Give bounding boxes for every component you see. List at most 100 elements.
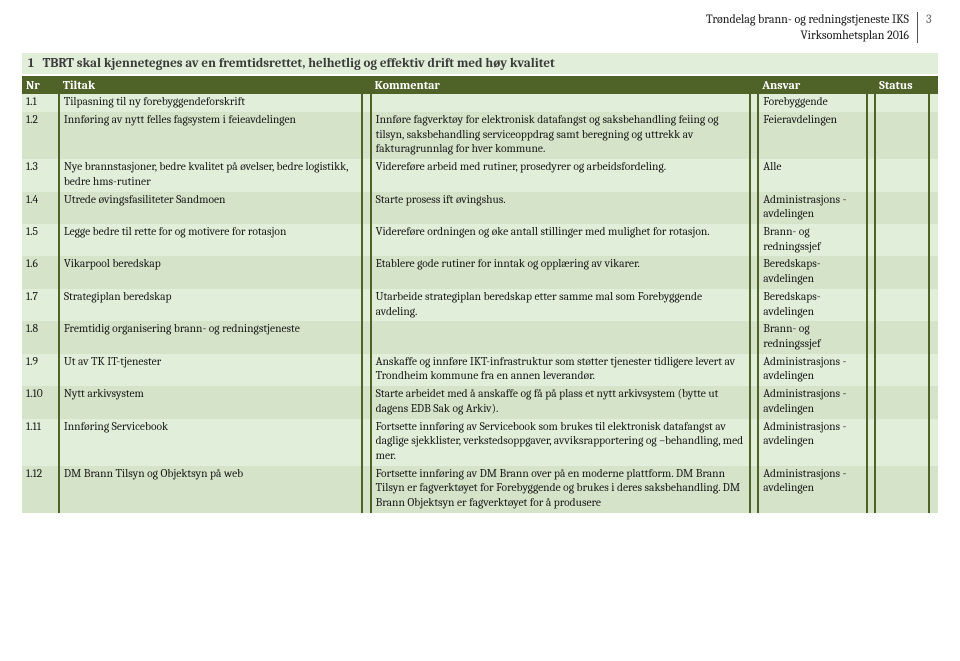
table-row: 1.4Utrede øvingsfasiliteter SandmoenStar… (22, 192, 938, 224)
cell-nr: 1.2 (22, 112, 59, 159)
cell-kommentar: Videreføre ordningen og øke antall still… (371, 224, 750, 256)
cell-gap (929, 289, 938, 321)
cell-kommentar: Starte arbeidet med å anskaffe og få på … (371, 386, 750, 418)
col-gap (362, 76, 371, 94)
cell-gap (362, 419, 371, 466)
cell-ansvar: Brann- og redningssjef (758, 321, 866, 353)
cell-status (875, 256, 929, 288)
cell-ansvar: Feieravdelingen (758, 112, 866, 159)
cell-kommentar: Anskaffe og innføre IKT-infrastruktur so… (371, 354, 750, 386)
cell-gap (867, 321, 876, 353)
cell-ansvar: Administrasjons -avdelingen (758, 354, 866, 386)
table-row: 1.9Ut av TK IT-tjenester Anskaffe og innf… (22, 354, 938, 386)
cell-gap (362, 94, 371, 112)
page-header: Trøndelag brann- og redningstjeneste IKS… (22, 12, 938, 43)
cell-tiltak: DM Brann Tilsyn og Objektsyn på web (59, 466, 362, 513)
cell-status (875, 289, 929, 321)
table-row: 1.2Innføring av nytt felles fagsystem i … (22, 112, 938, 159)
cell-status (875, 192, 929, 224)
table-row: 1.6Vikarpool beredskapEtablere gode ruti… (22, 256, 938, 288)
table-row: 1.5Legge bedre til rette for og motivere… (22, 224, 938, 256)
col-gap (929, 76, 938, 94)
section-title: 1 TBRT skal kjennetegnes av en fremtidsr… (22, 53, 938, 74)
cell-ansvar: Administrasjons -avdelingen (758, 419, 866, 466)
cell-ansvar: Beredskaps- avdelingen (758, 256, 866, 288)
cell-gap (750, 112, 759, 159)
cell-gap (362, 386, 371, 418)
cell-gap (867, 256, 876, 288)
cell-status (875, 419, 929, 466)
cell-gap (362, 224, 371, 256)
cell-tiltak: Vikarpool beredskap (59, 256, 362, 288)
cell-ansvar: Brann- og redningssjef (758, 224, 866, 256)
org-name: Trøndelag brann- og redningstjeneste IKS (22, 12, 909, 28)
cell-tiltak: Fremtidig organisering brann- og redning… (59, 321, 362, 353)
cell-gap (750, 94, 759, 112)
cell-tiltak: Utrede øvingsfasiliteter Sandmoen (59, 192, 362, 224)
cell-status (875, 94, 929, 112)
cell-ansvar: Administrasjons -avdelingen (758, 386, 866, 418)
header-text: Trøndelag brann- og redningstjeneste IKS… (22, 12, 918, 43)
cell-gap (750, 321, 759, 353)
cell-ansvar: Alle (758, 159, 866, 191)
cell-kommentar (371, 321, 750, 353)
table-row: 1.12DM Brann Tilsyn og Objektsyn på webF… (22, 466, 938, 513)
cell-gap (867, 94, 876, 112)
cell-status (875, 466, 929, 513)
cell-kommentar: Etablere gode rutiner for inntak og oppl… (371, 256, 750, 288)
cell-status (875, 386, 929, 418)
cell-status (875, 224, 929, 256)
cell-nr: 1.7 (22, 289, 59, 321)
col-gap (750, 76, 759, 94)
cell-gap (362, 466, 371, 513)
cell-gap (867, 419, 876, 466)
cell-gap (750, 386, 759, 418)
cell-gap (867, 159, 876, 191)
cell-nr: 1.9 (22, 354, 59, 386)
cell-gap (929, 321, 938, 353)
table-row: 1.8Fremtidig organisering brann- og redn… (22, 321, 938, 353)
cell-gap (750, 192, 759, 224)
cell-ansvar: Forebyggende (758, 94, 866, 112)
table-row: 1.3Nye brannstasjoner, bedre kvalitet på… (22, 159, 938, 191)
cell-kommentar: Videreføre arbeid med rutiner, prosedyre… (371, 159, 750, 191)
cell-tiltak: Innføring Servicebook (59, 419, 362, 466)
cell-tiltak: Ut av TK IT-tjenester (59, 354, 362, 386)
cell-nr: 1.8 (22, 321, 59, 353)
section-text: TBRT skal kjennetegnes av en fremtidsret… (43, 56, 555, 71)
cell-gap (929, 159, 938, 191)
cell-gap (750, 419, 759, 466)
cell-status (875, 112, 929, 159)
cell-gap (362, 289, 371, 321)
col-komm: Kommentar (371, 76, 750, 94)
cell-kommentar: Fortsette innføring av DM Brann over på … (371, 466, 750, 513)
tiltak-table: Nr Tiltak Kommentar Ansvar Status 1.1Til… (22, 76, 938, 513)
col-ansvar: Ansvar (758, 76, 866, 94)
cell-tiltak: Innføring av nytt felles fagsystem i fei… (59, 112, 362, 159)
cell-tiltak: Nye brannstasjoner, bedre kvalitet på øv… (59, 159, 362, 191)
cell-gap (362, 256, 371, 288)
cell-gap (750, 289, 759, 321)
cell-kommentar (371, 94, 750, 112)
page-number: 3 (918, 12, 938, 26)
cell-gap (929, 224, 938, 256)
doc-title: Virksomhetsplan 2016 (22, 28, 909, 44)
cell-tiltak: Nytt arkivsystem (59, 386, 362, 418)
cell-gap (867, 354, 876, 386)
table-header-row: Nr Tiltak Kommentar Ansvar Status (22, 76, 938, 94)
cell-tiltak: Legge bedre til rette for og motivere fo… (59, 224, 362, 256)
cell-gap (867, 112, 876, 159)
cell-nr: 1.1 (22, 94, 59, 112)
table-row: 1.11Innføring ServicebookFortsette innfø… (22, 419, 938, 466)
cell-kommentar: Innføre fagverktøy for elektronisk dataf… (371, 112, 750, 159)
table-row: 1.7Strategiplan beredskapUtarbeide strat… (22, 289, 938, 321)
section-num: 1 (28, 56, 34, 71)
cell-gap (362, 321, 371, 353)
col-status: Status (875, 76, 929, 94)
cell-gap (750, 256, 759, 288)
cell-status (875, 159, 929, 191)
cell-gap (867, 386, 876, 418)
cell-gap (362, 354, 371, 386)
cell-gap (929, 419, 938, 466)
cell-nr: 1.3 (22, 159, 59, 191)
